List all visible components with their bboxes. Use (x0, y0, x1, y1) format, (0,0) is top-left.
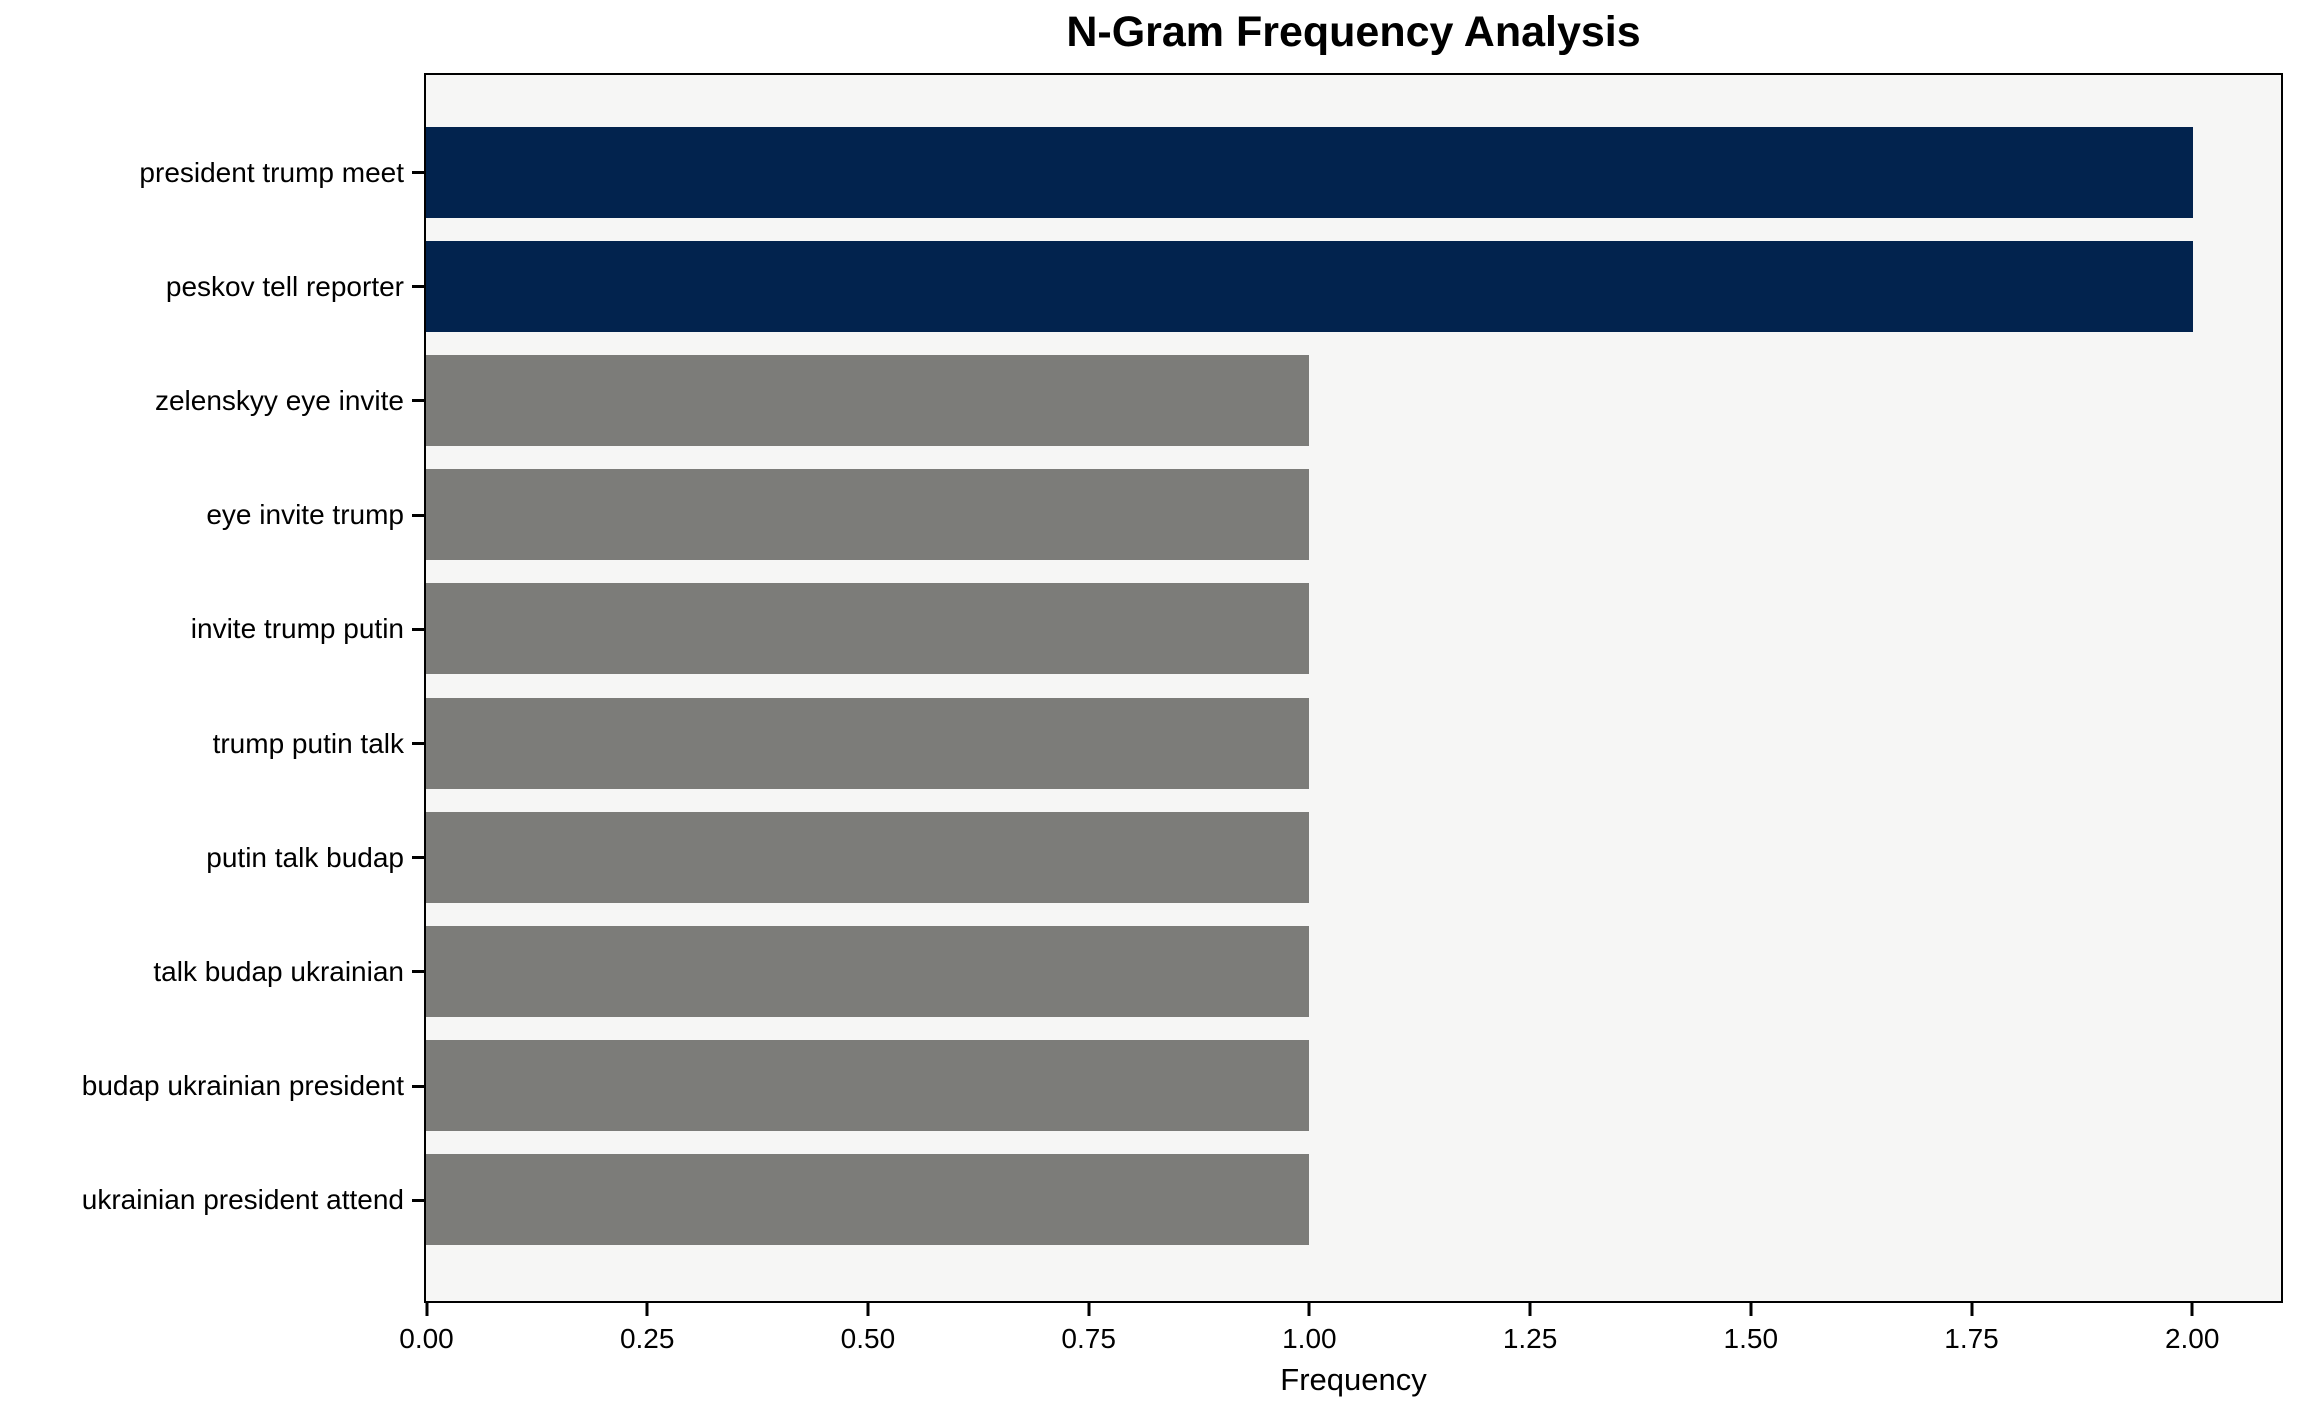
x-axis-label: Frequency (1280, 1362, 1427, 1397)
bar-row (426, 686, 2281, 800)
x-tick-mark (1749, 1303, 1753, 1316)
bar-row (426, 800, 2281, 914)
y-label-row: budap ukrainian president (0, 1029, 424, 1143)
y-axis: president trump meet peskov tell reporter… (0, 76, 424, 1258)
y-label-row: peskov tell reporter (0, 230, 424, 344)
bar-row (426, 458, 2281, 572)
x-tick-mark (2190, 1303, 2194, 1316)
y-tick-label: peskov tell reporter (165, 270, 404, 302)
bar (426, 469, 1310, 561)
y-tick-mark (412, 285, 424, 289)
y-label-row: talk budap ukrainian (0, 915, 424, 1029)
y-tick-mark (412, 742, 424, 746)
y-tick-label: eye invite trump (206, 499, 404, 531)
x-tick-mark (1528, 1303, 1532, 1316)
bar-row (426, 572, 2281, 686)
y-tick-label: putin talk budap (206, 841, 404, 873)
bar-row (426, 115, 2281, 229)
x-tick-label: 1.50 (1723, 1323, 1779, 1354)
y-tick-mark (412, 1198, 424, 1202)
bar-row (426, 1143, 2281, 1257)
y-label-row: invite trump putin (0, 572, 424, 686)
bar-row (426, 914, 2281, 1028)
bar (426, 240, 2193, 332)
y-tick-label: invite trump putin (190, 613, 404, 645)
bar (426, 126, 2193, 218)
y-tick-mark (412, 856, 424, 860)
bar-row (426, 1029, 2281, 1143)
x-tick-label: 0.75 (1061, 1323, 1116, 1354)
y-tick-label: trump putin talk (212, 727, 404, 759)
bar (426, 354, 1310, 446)
bar-row (426, 343, 2281, 457)
x-tick-label: 2.00 (2164, 1323, 2220, 1354)
chart-title: N-Gram Frequency Analysis (1066, 8, 1641, 56)
y-tick-mark (412, 513, 424, 517)
bar (426, 811, 1310, 903)
y-label-row: president trump meet (0, 116, 424, 230)
x-tick-mark (645, 1303, 649, 1316)
x-tick-label: 1.00 (1282, 1323, 1337, 1354)
y-tick-mark (412, 627, 424, 631)
bar (426, 1040, 1310, 1132)
x-tick-label: 1.75 (1944, 1323, 1999, 1354)
x-tick-mark (866, 1303, 870, 1316)
y-tick-mark (412, 399, 424, 403)
y-label-row: ukrainian president attend (0, 1143, 424, 1257)
y-tick-mark (412, 171, 424, 175)
y-label-row: zelenskyy eye invite (0, 344, 424, 458)
bar (426, 583, 1310, 675)
x-tick-mark (425, 1303, 428, 1316)
plot-area (424, 73, 2283, 1303)
bar (426, 697, 1310, 789)
y-tick-mark (412, 970, 424, 974)
x-tick-mark (1307, 1303, 1311, 1316)
y-tick-label: talk budap ukrainian (153, 955, 404, 987)
x-tick-label: 0.00 (399, 1323, 454, 1354)
y-tick-label: budap ukrainian president (81, 1070, 404, 1102)
bar (426, 925, 1310, 1017)
bar-rows (426, 75, 2281, 1257)
x-tick-label: 0.50 (840, 1323, 896, 1354)
x-tick-mark (1970, 1303, 1973, 1316)
y-label-row: trump putin talk (0, 686, 424, 800)
bar-row (426, 229, 2281, 343)
y-tick-label: president trump meet (139, 156, 404, 188)
y-label-row: putin talk budap (0, 801, 424, 915)
bar (426, 1154, 1310, 1246)
y-label-row: eye invite trump (0, 458, 424, 572)
y-tick-mark (412, 1084, 424, 1088)
x-tick-mark (1087, 1303, 1091, 1316)
x-axis: 0.00 0.25 0.50 0.75 1.00 1.25 1.50 1.75 2.00 (399, 1303, 2281, 1373)
x-tick-label: 0.25 (619, 1323, 675, 1354)
y-tick-label: zelenskyy eye invite (154, 384, 404, 416)
x-tick-label: 1.25 (1502, 1323, 1558, 1354)
y-tick-label: ukrainian president attend (81, 1184, 404, 1216)
